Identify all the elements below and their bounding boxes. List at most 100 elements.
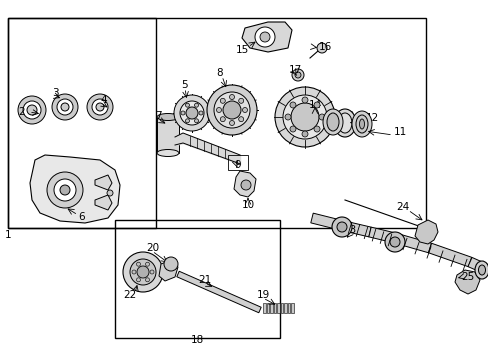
Bar [273,303,275,313]
Circle shape [289,126,295,132]
Text: 14: 14 [308,100,321,110]
Circle shape [294,72,301,78]
Circle shape [302,131,307,137]
Circle shape [336,222,346,232]
Circle shape [285,114,290,120]
Bar [227,155,247,170]
Polygon shape [393,233,430,253]
Bar [157,117,179,153]
Circle shape [18,96,46,124]
Circle shape [260,32,269,42]
Circle shape [96,103,104,111]
Circle shape [316,43,326,53]
Circle shape [283,95,326,139]
Bar [290,303,293,313]
Text: 13: 13 [341,111,354,121]
Ellipse shape [359,119,364,129]
Circle shape [313,102,319,108]
Ellipse shape [351,111,371,137]
Bar [263,303,265,313]
Polygon shape [467,257,488,275]
Circle shape [241,180,250,190]
Ellipse shape [323,109,342,135]
Circle shape [181,111,184,115]
Polygon shape [159,260,178,281]
Bar [8,18,425,228]
Text: 23: 23 [343,225,356,235]
Ellipse shape [474,261,488,279]
Circle shape [223,101,241,119]
Bar [276,303,279,313]
Circle shape [185,103,189,107]
Circle shape [123,252,163,292]
Circle shape [313,126,319,132]
Circle shape [238,117,243,122]
Text: 25: 25 [461,272,474,282]
Text: 6: 6 [79,212,85,222]
Circle shape [180,101,203,125]
Text: 15: 15 [235,45,248,55]
Circle shape [289,102,295,108]
Polygon shape [368,227,395,243]
Polygon shape [454,270,479,294]
Circle shape [52,94,78,120]
Circle shape [163,257,178,271]
Text: 18: 18 [190,335,203,345]
Circle shape [238,98,243,103]
Circle shape [185,107,198,119]
Bar [280,303,283,313]
Text: 7: 7 [154,111,161,121]
Circle shape [216,108,221,113]
Circle shape [185,119,189,123]
Text: 1: 1 [5,230,11,240]
Circle shape [206,85,257,135]
Text: 21: 21 [198,275,211,285]
Circle shape [107,190,113,196]
Circle shape [150,270,154,274]
Polygon shape [95,175,112,190]
Circle shape [291,69,304,81]
Polygon shape [234,171,256,197]
Text: 20: 20 [146,243,159,253]
Bar [8,18,156,228]
Ellipse shape [478,265,485,275]
Ellipse shape [337,113,351,133]
Text: 5: 5 [182,80,188,90]
Circle shape [214,92,249,128]
Ellipse shape [157,113,179,121]
Text: 16: 16 [318,42,331,52]
Circle shape [331,217,351,237]
Bar [266,303,268,313]
Bar [284,303,286,313]
Circle shape [229,95,234,99]
Circle shape [220,117,225,122]
Circle shape [389,237,399,247]
Circle shape [174,95,209,131]
Circle shape [23,101,41,119]
Text: 22: 22 [123,290,136,300]
Circle shape [54,179,76,201]
Circle shape [136,262,140,266]
Circle shape [254,27,274,47]
Text: 4: 4 [101,95,107,105]
Text: 12: 12 [365,113,378,123]
Circle shape [60,185,70,195]
Circle shape [145,262,149,266]
Circle shape [137,266,149,278]
Text: 9: 9 [234,160,241,170]
Circle shape [27,105,37,115]
Text: 3: 3 [52,88,58,98]
Text: 24: 24 [396,202,409,212]
Circle shape [384,232,404,252]
Circle shape [220,98,225,103]
Polygon shape [414,220,437,244]
Ellipse shape [355,115,367,133]
Bar [287,303,289,313]
Circle shape [194,103,198,107]
Circle shape [229,121,234,126]
Ellipse shape [333,109,355,137]
Polygon shape [338,220,370,237]
Polygon shape [30,155,120,223]
Circle shape [302,97,307,103]
Circle shape [242,108,247,113]
